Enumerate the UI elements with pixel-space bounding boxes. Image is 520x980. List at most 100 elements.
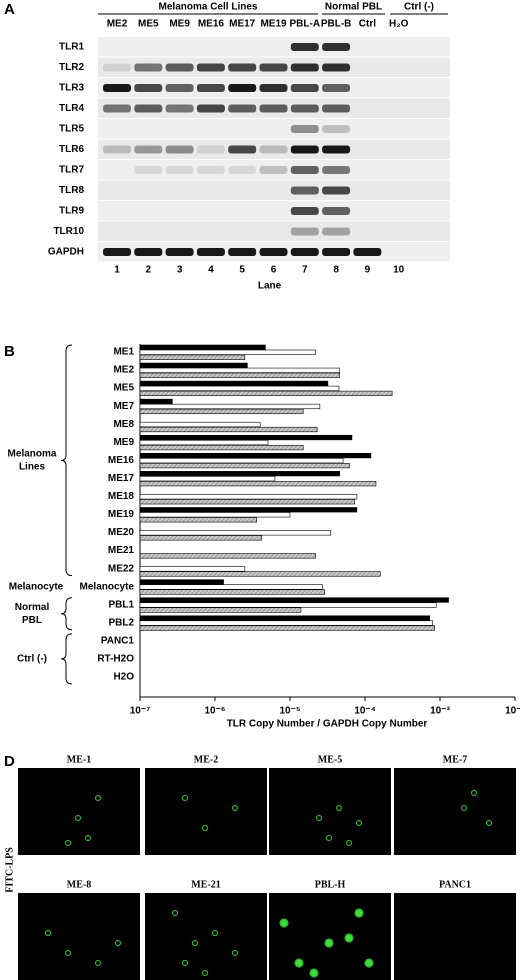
band [259,145,288,154]
y-tick-label: ME1 [113,347,134,358]
band [134,63,163,72]
cell [64,949,72,957]
row-label: TLR6 [59,144,84,155]
panel-label: B [4,343,15,360]
x-tick-label: 10⁻⁴ [354,706,375,717]
lane-number: 4 [208,265,214,276]
bar [139,471,341,477]
band [322,248,351,256]
cell [201,969,209,977]
group-label: Ctrl (-) [17,654,47,665]
cell [191,939,199,947]
bar [139,579,224,585]
cell [181,794,189,802]
band [196,166,225,174]
cell [74,814,82,822]
bar [139,571,381,577]
band [259,248,288,256]
band [103,84,131,92]
bar [139,362,248,368]
y-tick-label: PBL1 [108,599,134,610]
lane-number: 5 [239,265,245,276]
row-label: TLR2 [59,62,84,73]
bar [139,566,246,572]
bar [139,620,434,626]
band [165,166,194,174]
band [228,166,257,174]
bar [139,530,332,536]
y-tick-label: ME9 [113,437,134,448]
group-label: Melanoma [8,448,57,459]
image-label: PANC1 [439,879,471,890]
cell [325,834,333,842]
band [165,63,194,72]
group-label: PBL [22,615,42,626]
cell [354,908,364,918]
lane-header: ME9 [169,19,190,30]
band [228,63,257,72]
cell [335,804,343,812]
bar [139,349,316,355]
cell [460,804,468,812]
bar [139,499,356,505]
band [228,248,257,256]
cell [355,819,363,827]
lane-header: ME19 [260,19,287,30]
band [103,63,131,72]
band [322,84,351,92]
band [290,227,319,236]
band [134,84,163,92]
image-label: ME-21 [191,879,220,890]
image-label: PBL-H [315,879,346,890]
x-tick-label: 10⁻⁵ [279,706,300,717]
band [322,145,351,154]
x-axis-label: Lane [258,281,282,292]
gel-strip [98,37,450,57]
cell [201,824,209,832]
lane-header: PBL-B [321,19,352,30]
bar [139,615,431,621]
x-tick-label: 10⁻⁷ [130,706,151,717]
row-label: TLR5 [59,124,84,135]
band [259,84,288,92]
band [322,125,351,133]
micrograph [394,893,516,980]
group-label: Lines [19,461,46,472]
row-label: TLR3 [59,83,84,94]
cell [485,819,493,827]
band [290,43,319,51]
cell [279,918,289,928]
y-tick-label: ME21 [108,545,135,556]
row-label: TLR10 [53,226,84,237]
bar [139,344,266,350]
bar [139,444,304,451]
cell [364,958,374,968]
lane-header: ME5 [138,19,159,30]
cell [294,958,304,968]
band [353,248,382,256]
gel-strip [98,201,450,221]
y-tick-label: H2O [113,672,134,683]
y-axis-label: FITC-LPS [4,847,15,893]
group-header: Normal PBL [325,2,382,13]
band [322,63,351,72]
bar [139,481,377,487]
group-header: Melanoma Cell Lines [159,2,258,13]
y-tick-label: ME19 [108,509,135,520]
cell [181,959,189,967]
lane-number: 6 [271,265,277,276]
bar [139,476,276,482]
y-tick-label: PANC1 [101,635,135,646]
bar [139,463,350,469]
lane-header: ME2 [107,19,128,30]
cell [231,949,239,957]
cell [315,814,323,822]
band [103,104,131,113]
band [322,227,351,236]
micrograph [394,768,516,855]
band [134,104,163,113]
band [196,104,225,113]
y-tick-label: ME5 [113,383,134,394]
bar [139,517,258,523]
